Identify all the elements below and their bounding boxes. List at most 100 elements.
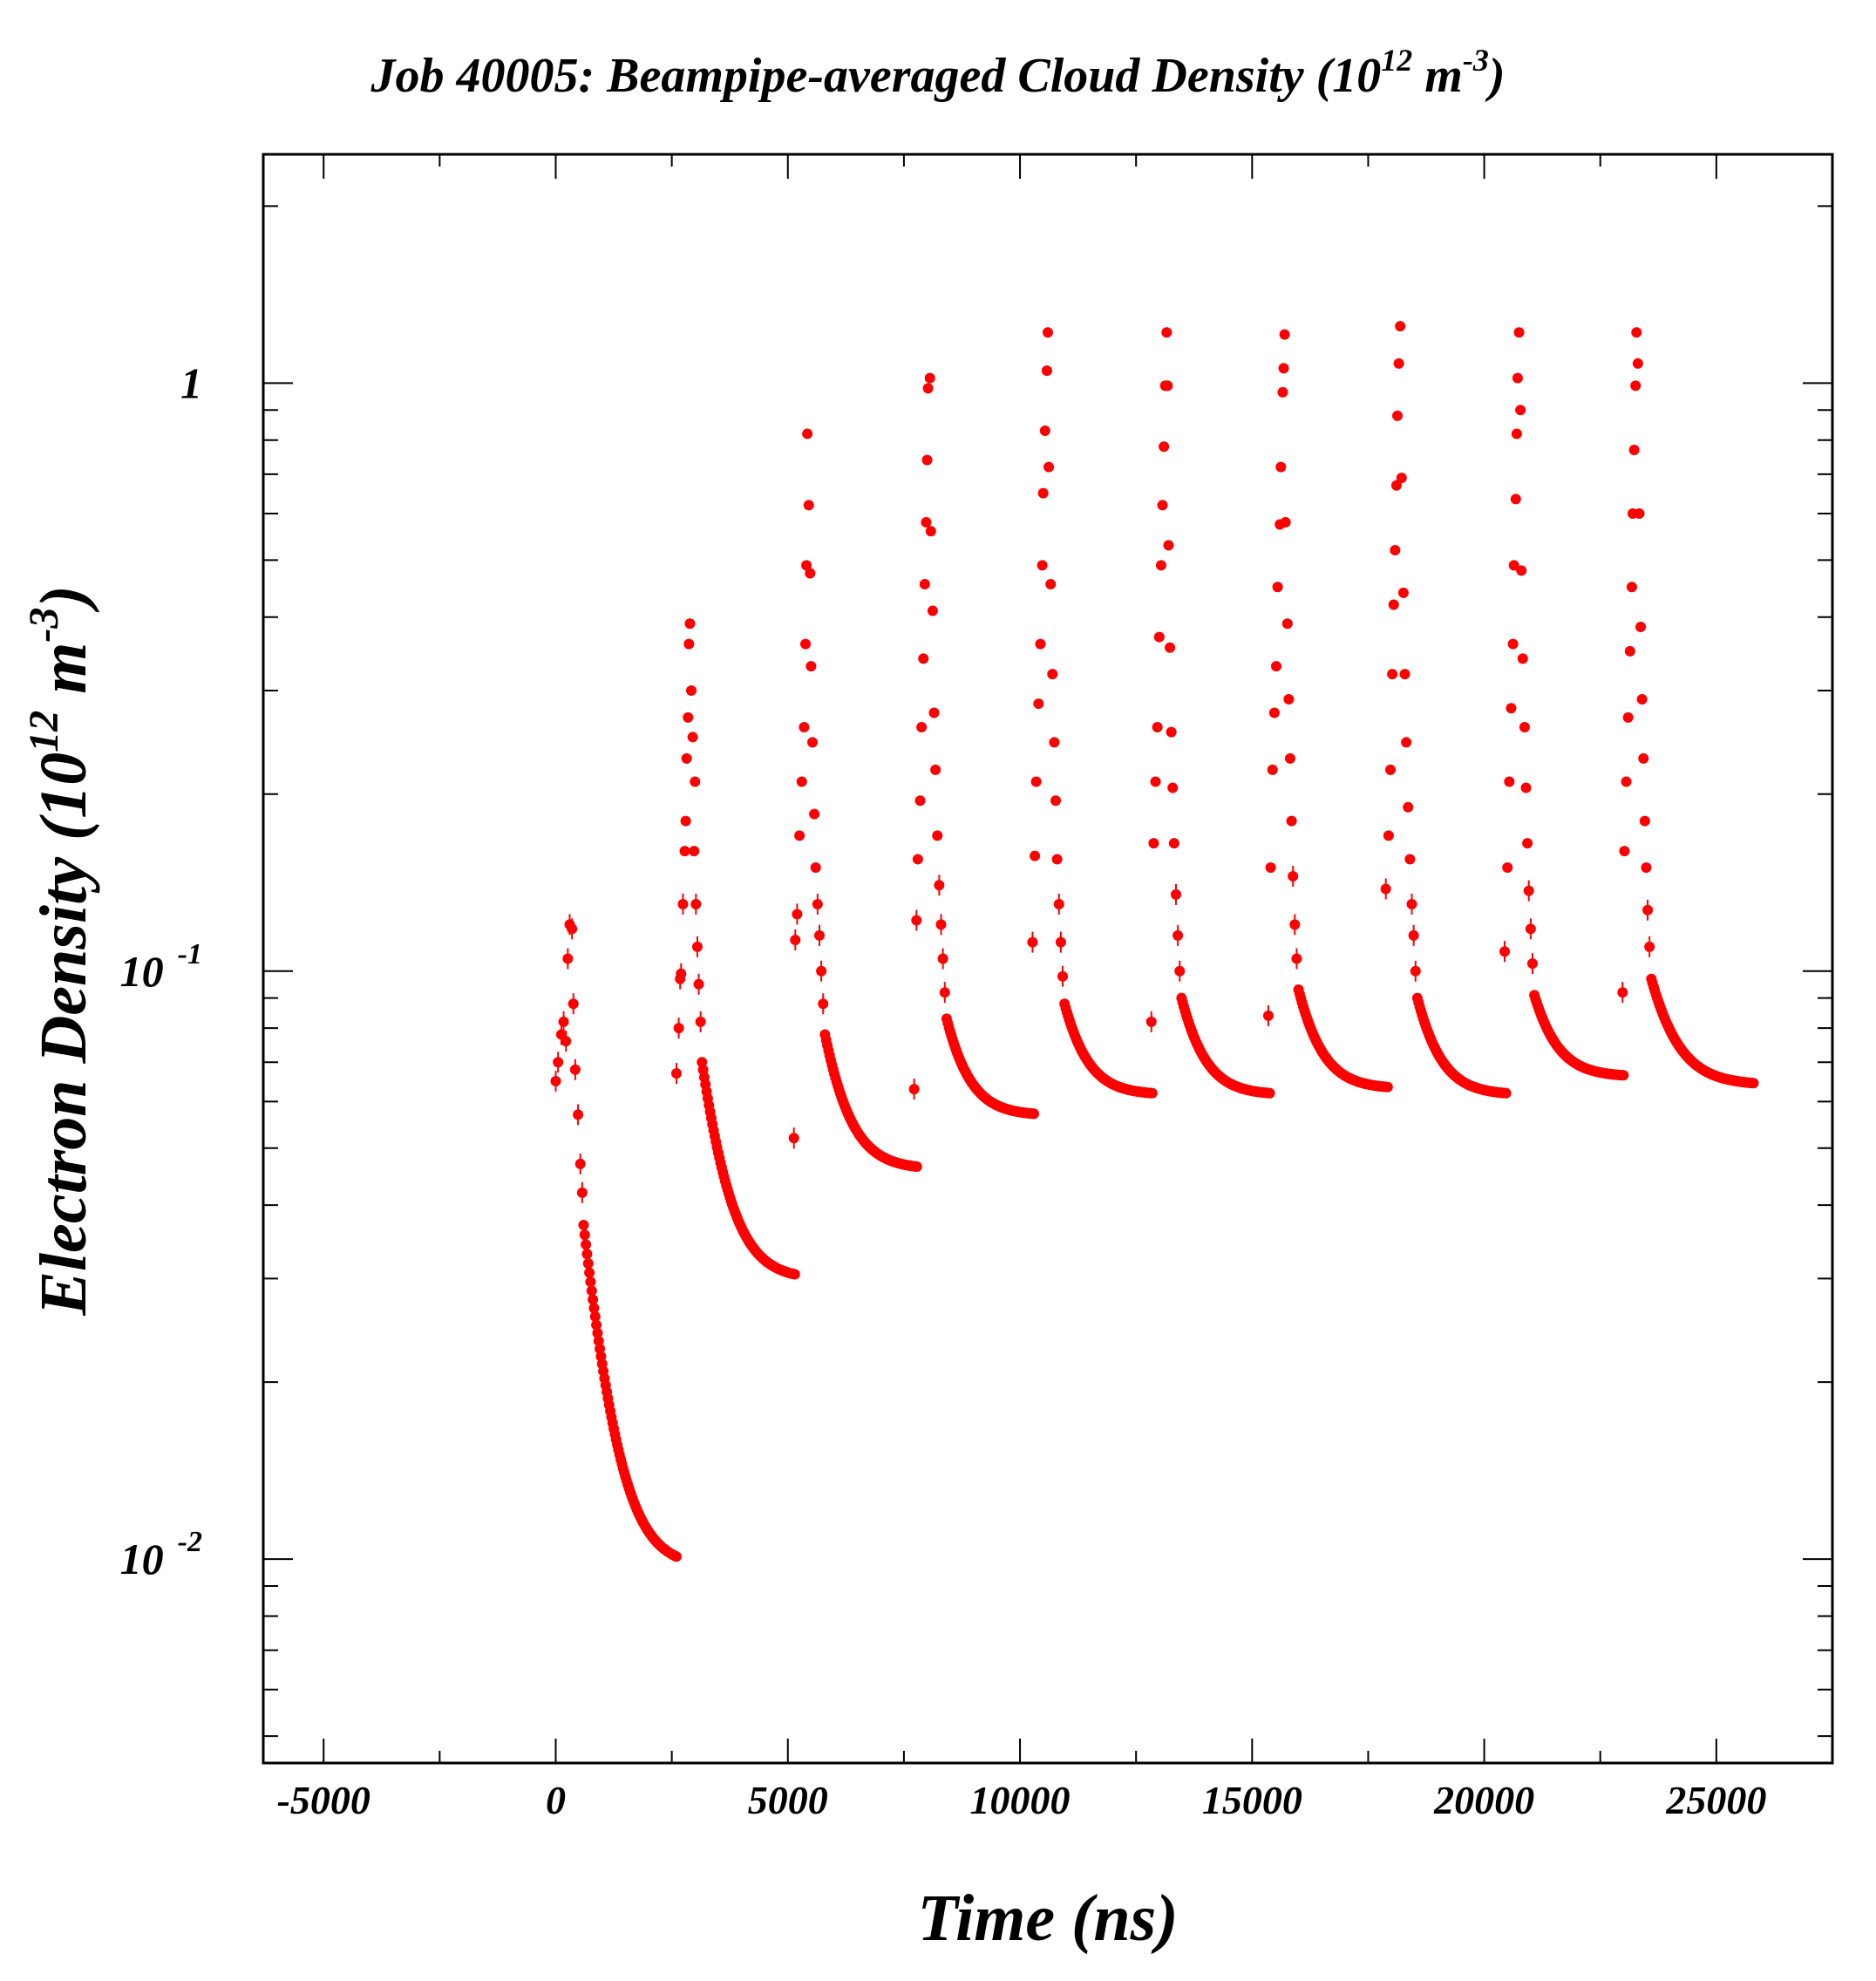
data-point	[683, 638, 695, 650]
data-point	[686, 685, 697, 697]
x-tick-label: -5000	[277, 1778, 370, 1822]
data-point	[592, 1327, 603, 1338]
data-point	[1621, 776, 1632, 787]
data-point	[693, 978, 704, 990]
data-point	[1157, 500, 1168, 511]
data-point	[1153, 631, 1165, 643]
data-point	[690, 776, 701, 787]
data-point	[1401, 737, 1412, 748]
data-point	[1030, 776, 1042, 787]
data-point	[1051, 854, 1063, 865]
data-point	[581, 1239, 592, 1250]
data-point	[576, 1187, 588, 1198]
data-point	[939, 987, 950, 998]
data-point	[591, 1319, 602, 1331]
data-point	[589, 1311, 601, 1323]
y-axis-label-end: )	[27, 585, 100, 612]
x-tick-label: 25000	[1665, 1778, 1766, 1822]
chart-title-end: )	[1485, 49, 1506, 103]
data-point	[1642, 904, 1654, 916]
data-point	[1150, 776, 1161, 787]
data-point	[790, 934, 801, 945]
data-point	[676, 968, 687, 979]
data-point	[1382, 1081, 1393, 1093]
data-point	[816, 965, 827, 977]
data-point	[573, 1109, 584, 1120]
data-point	[937, 953, 948, 964]
data-point	[916, 721, 928, 732]
y-axis-ticks	[263, 205, 1832, 1738]
data-point	[1174, 965, 1186, 977]
data-point	[1043, 327, 1053, 338]
data-point	[679, 846, 690, 857]
data-point	[1289, 919, 1301, 930]
data-point	[584, 1267, 595, 1278]
data-points	[550, 321, 1759, 1562]
data-point	[930, 764, 941, 775]
data-point	[1027, 936, 1038, 948]
data-point	[1406, 898, 1417, 909]
data-point	[1631, 327, 1642, 338]
data-point	[1617, 987, 1628, 998]
data-point	[1155, 560, 1166, 571]
data-point	[670, 1068, 682, 1079]
data-point	[1624, 645, 1635, 657]
data-point	[1148, 838, 1159, 849]
data-point	[801, 560, 812, 571]
data-point	[1388, 599, 1399, 610]
data-point	[1644, 941, 1655, 952]
data-point	[1523, 885, 1534, 896]
data-point	[807, 737, 818, 748]
data-point	[805, 661, 817, 672]
data-point	[1272, 582, 1283, 593]
data-point	[1039, 425, 1050, 437]
data-point	[922, 383, 934, 394]
data-point	[1410, 965, 1421, 977]
data-point	[1512, 372, 1523, 384]
data-point	[1275, 461, 1287, 473]
data-point	[586, 1285, 597, 1297]
data-point	[1510, 494, 1521, 505]
data-point	[684, 618, 696, 630]
data-point	[1500, 1087, 1512, 1099]
data-point	[1267, 764, 1278, 775]
data-point	[1029, 1108, 1040, 1120]
data-point	[1632, 357, 1643, 369]
data-point	[553, 1057, 564, 1068]
data-point	[914, 795, 926, 807]
data-point	[927, 605, 938, 616]
data-point	[796, 776, 807, 787]
data-point	[567, 923, 578, 935]
y-axis-label-sup2: -3	[21, 608, 67, 643]
data-point	[1262, 1010, 1274, 1021]
data-point	[673, 1023, 684, 1034]
data-point	[1049, 737, 1060, 748]
y-tick-base: 1	[180, 358, 202, 407]
data-point	[928, 707, 940, 718]
data-point	[1502, 862, 1513, 874]
data-point	[588, 1303, 600, 1314]
data-point	[690, 898, 702, 909]
data-point	[1626, 582, 1637, 593]
data-point	[813, 929, 825, 941]
data-point	[1619, 846, 1630, 857]
data-point	[582, 1258, 594, 1270]
data-point	[689, 846, 700, 857]
data-point	[1618, 1070, 1629, 1081]
data-point	[818, 998, 829, 1010]
data-point	[1408, 929, 1419, 941]
y-axis-label-main: Electron Density (10	[27, 752, 100, 1317]
data-point	[1508, 560, 1519, 571]
data-point	[1399, 669, 1410, 680]
data-point	[908, 1084, 920, 1095]
data-point	[578, 1219, 589, 1230]
y-tick-base: 10	[120, 947, 164, 996]
y-axis-label-sup1: 12	[21, 711, 67, 752]
data-point	[1280, 516, 1291, 528]
data-point	[561, 1036, 572, 1047]
data-point	[1050, 795, 1062, 807]
data-point	[794, 830, 805, 841]
data-point	[1387, 669, 1398, 680]
data-point	[1163, 540, 1174, 551]
data-point	[925, 526, 936, 537]
